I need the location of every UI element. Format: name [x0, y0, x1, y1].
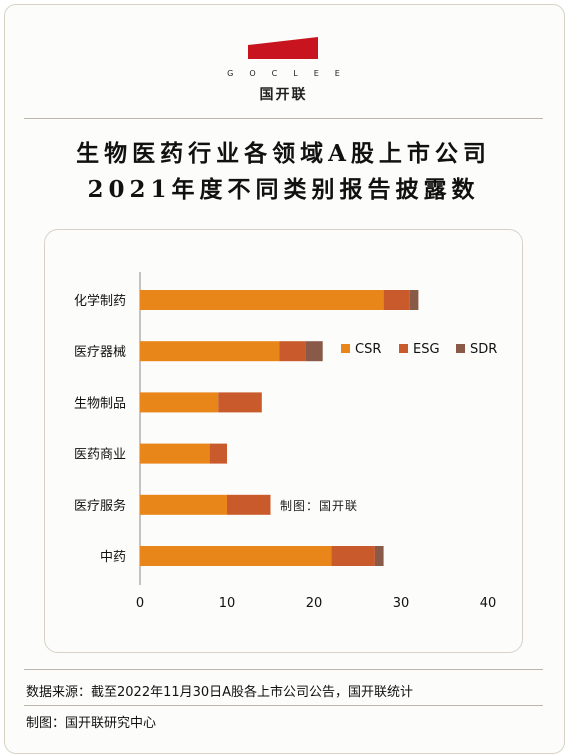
header-divider — [24, 118, 543, 119]
footer-divider-top — [24, 669, 543, 670]
chart-panel — [44, 229, 523, 653]
brand-name-en: GOCLEE — [227, 69, 356, 78]
brand-name-cn: 国开联 — [259, 87, 308, 103]
chart-credit: 制图：国开联研究中心 — [26, 716, 157, 731]
chart-title-line1: 生物医药行业各领域A股上市公司 — [76, 140, 491, 167]
footer-divider-bottom — [24, 705, 543, 706]
logo-mark-icon — [248, 37, 318, 59]
data-source-note: 数据来源：截至2022年11月30日A股各上市公司公告，国开联统计 — [26, 685, 414, 700]
chart-title-line2: 2021年度不同类别报告披露数 — [87, 176, 480, 203]
